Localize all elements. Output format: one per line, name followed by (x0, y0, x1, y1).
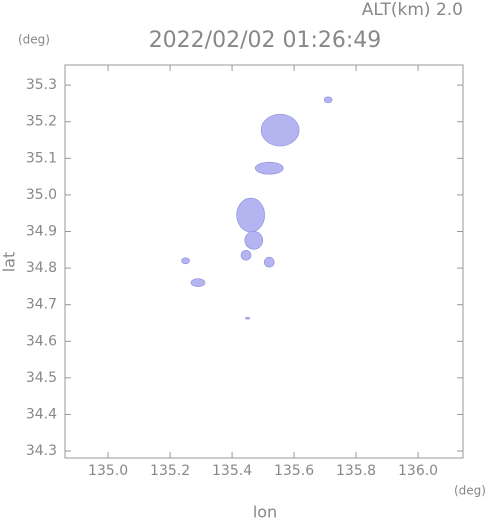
y-tick-label: 34.6 (26, 333, 57, 349)
echo-cell (263, 256, 275, 268)
y-tick-label: 34.9 (26, 223, 57, 239)
y-tick-label: 34.7 (26, 297, 57, 313)
x-tick-label: 135.0 (88, 463, 128, 479)
y-tick-label: 34.5 (26, 370, 57, 386)
y-unit: (deg) (18, 33, 50, 47)
x-tick-label: 135.8 (336, 463, 376, 479)
echo-cell (254, 161, 284, 175)
y-tick-label: 34.4 (26, 406, 57, 422)
subtitle: ALT(km) 2.0 (362, 0, 463, 20)
echo-cell (260, 113, 300, 147)
echo-cell (240, 249, 252, 261)
y-tick-label: 34.8 (26, 260, 57, 276)
y-tick-label: 35.2 (26, 114, 57, 130)
echo-cell (236, 197, 265, 233)
chart-title: 2022/02/02 01:26:49 (149, 28, 382, 53)
x-tick-label: 135.6 (274, 463, 314, 479)
y-tick-label: 34.3 (26, 443, 57, 459)
x-tick-label: 135.2 (150, 463, 190, 479)
x-label: lon (253, 503, 277, 521)
y-tick-label: 35.1 (26, 150, 57, 166)
echo-cell (245, 316, 250, 320)
echo-cell (190, 278, 206, 288)
y-tick-label: 35.3 (26, 77, 57, 93)
y-tick-label: 35.0 (26, 187, 57, 203)
plot-frame (64, 64, 464, 459)
x-unit: (deg) (454, 484, 486, 498)
x-tick-label: 135.4 (212, 463, 252, 479)
y-label: lat (0, 252, 19, 273)
x-tick-label: 136.0 (398, 463, 438, 479)
echo-cell (323, 96, 333, 104)
echo-cell (181, 257, 190, 265)
echo-cell (244, 230, 264, 250)
